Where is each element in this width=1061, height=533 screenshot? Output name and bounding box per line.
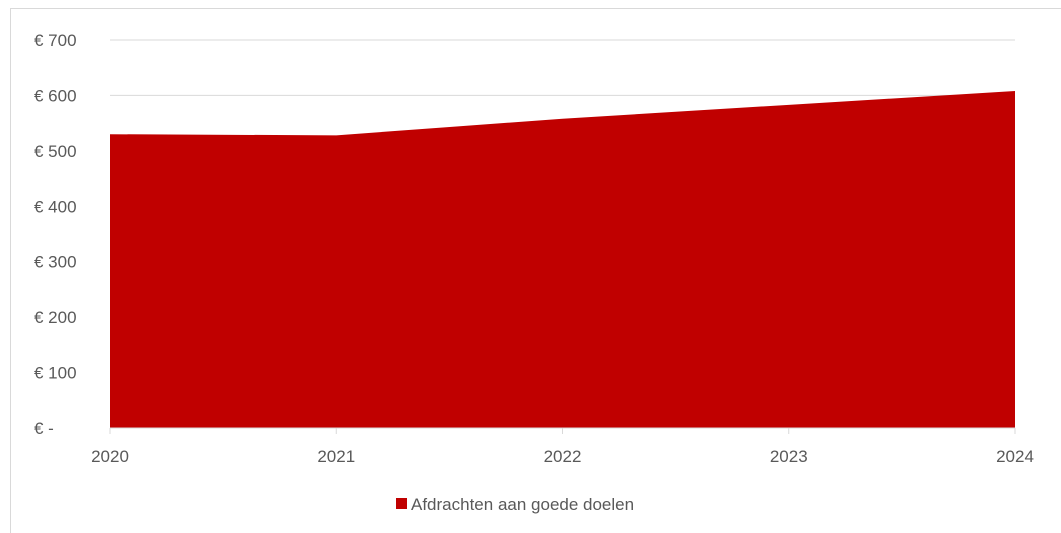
y-tick-label: € 200 [34,308,77,327]
chart-frame [10,8,1061,533]
x-tick-label: 2020 [91,447,129,466]
y-tick-label: € 100 [34,364,77,383]
y-tick-label: € 600 [34,86,77,105]
legend-swatch [396,498,407,509]
y-tick-label: € 400 [34,197,77,216]
y-tick-label: € 500 [34,142,77,161]
y-tick-label: € - [34,419,54,438]
x-tick-label: 2022 [544,447,582,466]
x-tick-label: 2024 [996,447,1034,466]
x-tick-labels: 2020 2021 2022 2023 2024 [91,447,1034,466]
y-tick-labels: € - € 100 € 200 € 300 € 400 € 500 € 600 € 700 [34,31,77,438]
y-tick-label: € 300 [34,253,77,272]
series-area-0 [110,90,1015,428]
legend-label: Afdrachten aan goede doelen [411,495,634,514]
axes [109,427,1016,434]
y-tick-label: € 700 [34,31,77,50]
x-tick-label: 2021 [317,447,355,466]
series-areas [110,90,1015,428]
x-tick-label: 2023 [770,447,808,466]
legend: Afdrachten aan goede doelen [396,495,634,514]
